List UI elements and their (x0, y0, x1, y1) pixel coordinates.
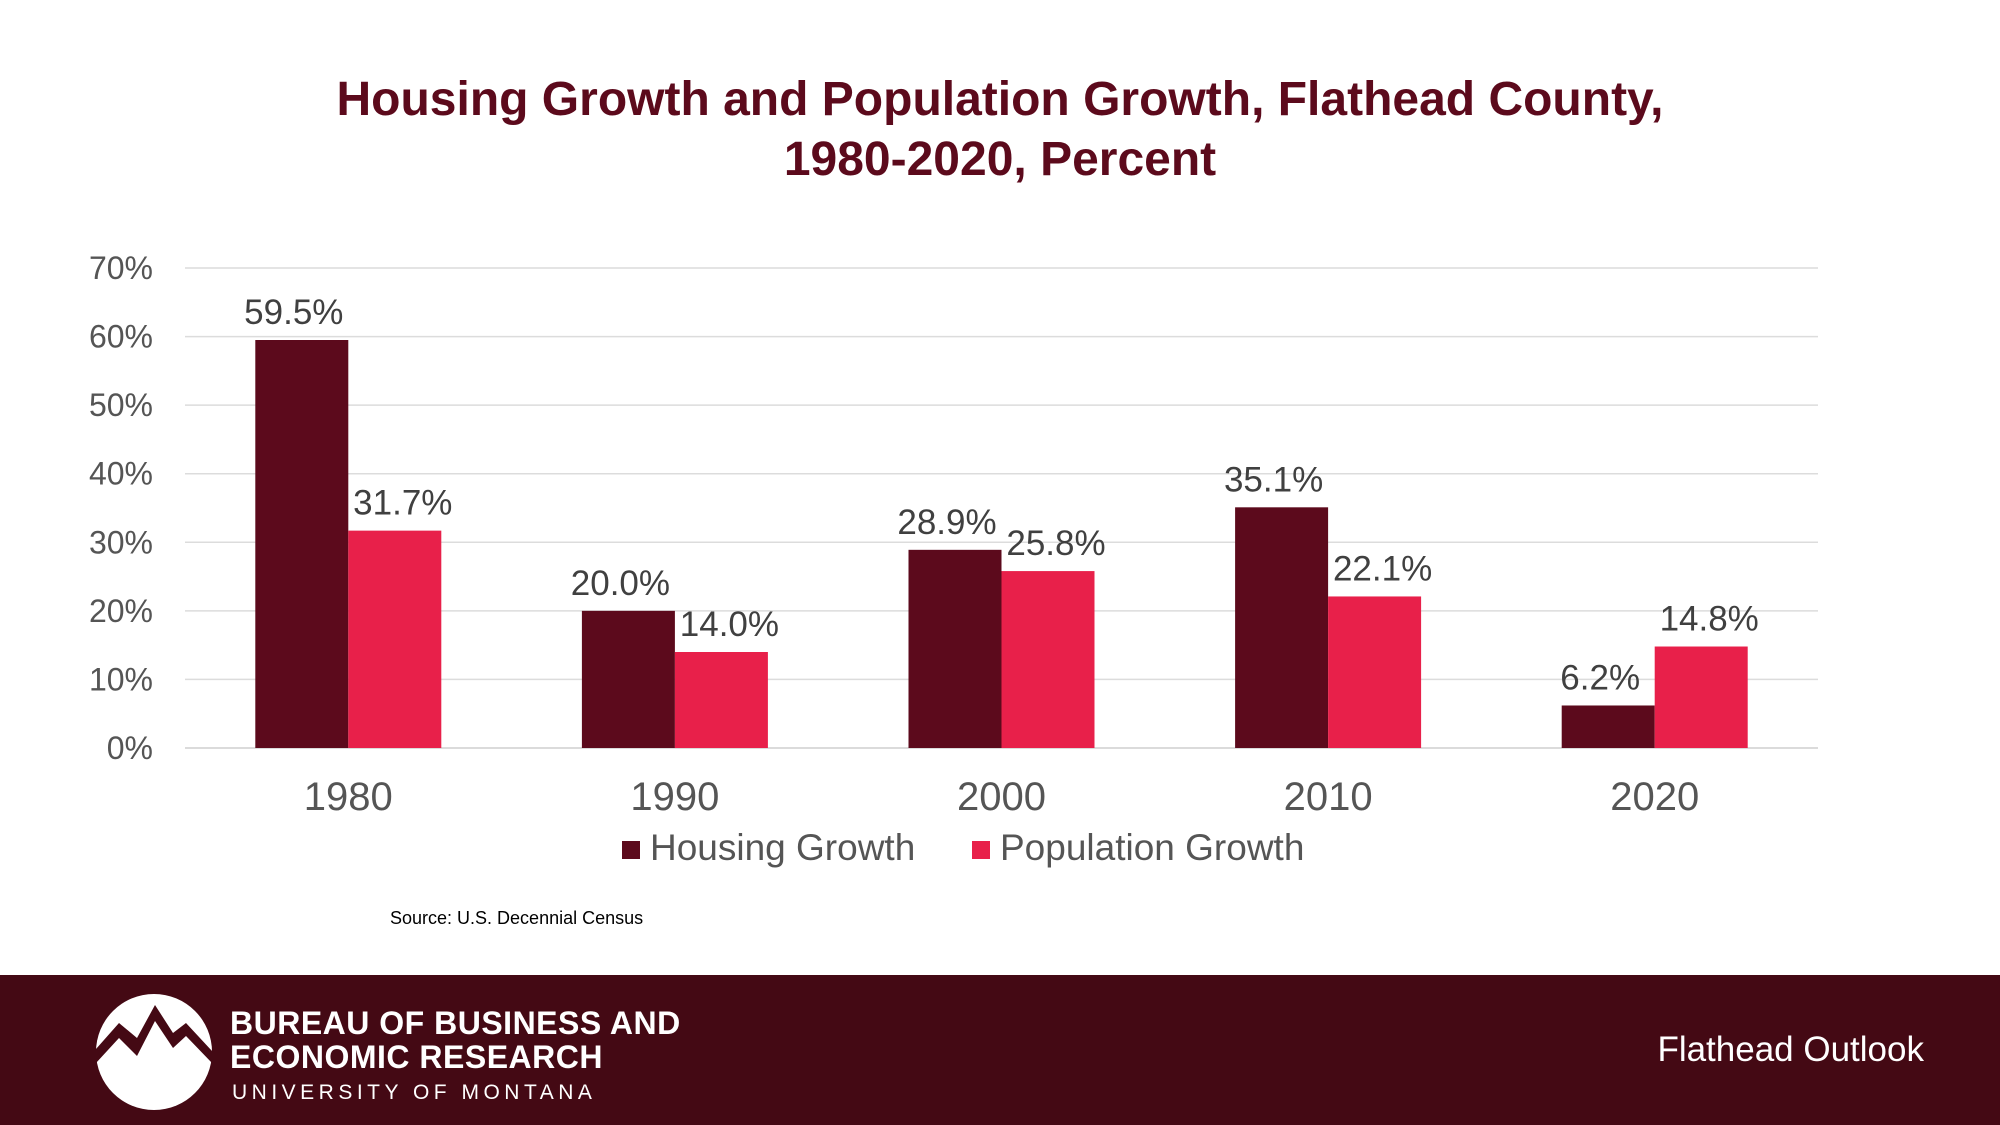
legend-label: Population Growth (1000, 827, 1304, 868)
data-label: 25.8% (1006, 524, 1105, 563)
mountain-logo-icon (96, 994, 212, 1110)
y-tick-label: 70% (89, 250, 153, 286)
x-tick-label: 1980 (304, 775, 393, 819)
chart-title-line-1: Housing Growth and Population Growth, Fl… (336, 73, 1664, 126)
x-tick-label: 1990 (630, 775, 719, 819)
bar (674, 652, 768, 748)
legend-swatch (972, 841, 990, 859)
bar (908, 549, 1002, 748)
bar (1001, 571, 1095, 748)
org-university: UNIVERSITY OF MONTANA (232, 1081, 597, 1104)
y-tick-label: 20% (89, 593, 153, 629)
y-tick-label: 10% (89, 661, 153, 697)
data-label: 14.0% (680, 605, 779, 644)
data-label: 35.1% (1224, 460, 1323, 499)
data-label: 6.2% (1560, 658, 1640, 697)
chart-title-line-2: 1980-2020, Percent (783, 133, 1217, 186)
bar (1328, 596, 1422, 748)
x-tick-label: 2010 (1284, 775, 1373, 819)
bar-chart: 0% 10% 20% 30% 40% 50% 60% 70% 59.5% 31.7% 1980 20.… (89, 250, 1818, 868)
y-tick-label: 50% (89, 387, 153, 423)
data-label: 31.7% (353, 484, 452, 523)
y-tick-label: 60% (89, 319, 153, 355)
bar (255, 340, 349, 748)
org-name-line-2: ECONOMIC RESEARCH (230, 1039, 603, 1075)
y-tick-label: 30% (89, 524, 153, 560)
org-name-line-1: BUREAU OF BUSINESS AND (230, 1005, 681, 1041)
x-tick-label: 2000 (957, 775, 1046, 819)
data-label: 20.0% (571, 564, 670, 603)
bar (1235, 507, 1329, 748)
y-tick-label: 0% (107, 730, 153, 766)
footer-band (0, 975, 2000, 1125)
footer-label: Flathead Outlook (1657, 1030, 1924, 1069)
bar (1561, 705, 1655, 748)
legend-swatch (622, 841, 640, 859)
bar (348, 530, 442, 748)
y-tick-label: 40% (89, 456, 153, 492)
chart-title: Housing Growth and Population Growth, Fl… (0, 70, 2000, 190)
legend-label: Housing Growth (650, 827, 915, 868)
bar (1654, 646, 1748, 748)
data-label: 14.8% (1660, 600, 1759, 639)
x-tick-label: 2020 (1610, 775, 1699, 819)
data-label: 59.5% (244, 293, 343, 332)
bar (581, 610, 675, 748)
source-note: Source: U.S. Decennial Census (390, 908, 644, 928)
data-label: 22.1% (1333, 549, 1432, 588)
data-label: 28.9% (897, 503, 996, 542)
